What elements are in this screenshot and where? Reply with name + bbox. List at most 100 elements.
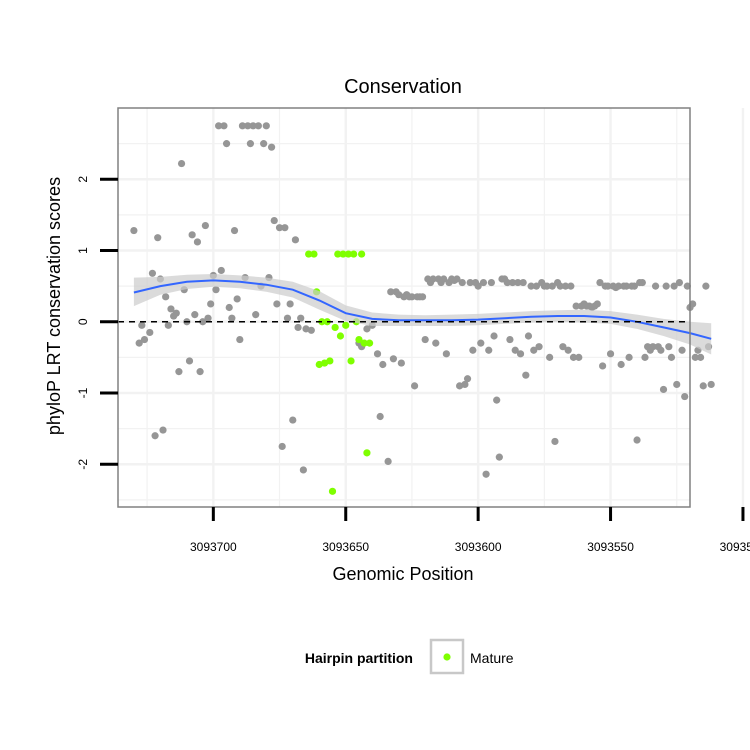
point-other	[199, 318, 207, 326]
point-other	[188, 231, 196, 239]
point-other	[196, 368, 204, 376]
point-other	[691, 353, 699, 361]
point-mature	[363, 449, 371, 457]
point-other	[130, 226, 138, 235]
point-other	[535, 343, 543, 351]
point-other	[458, 278, 466, 287]
point-other	[514, 278, 522, 287]
point-other	[172, 309, 180, 317]
point-other	[522, 371, 530, 379]
point-other	[408, 293, 416, 301]
point-mature	[334, 250, 342, 258]
point-other	[649, 343, 657, 351]
point-other	[281, 224, 289, 232]
point-other	[154, 234, 162, 242]
point-mature	[342, 321, 350, 329]
point-other	[387, 288, 395, 296]
point-other	[572, 302, 580, 310]
point-other	[702, 282, 710, 290]
point-other	[273, 300, 281, 308]
point-other	[453, 275, 461, 283]
point-other	[596, 278, 604, 287]
point-other	[463, 375, 472, 383]
point-other	[575, 353, 583, 361]
point-mature	[310, 250, 318, 258]
point-other	[289, 416, 297, 424]
point-other	[548, 282, 556, 290]
point-other	[175, 368, 183, 376]
point-other	[474, 282, 482, 290]
point-other	[567, 282, 575, 290]
point-other	[185, 357, 194, 365]
point-other	[519, 278, 527, 287]
x-axis-title: Genomic Position	[332, 564, 473, 584]
chart-title: Conservation	[344, 76, 462, 98]
point-other	[506, 335, 514, 344]
point-other	[593, 300, 601, 308]
point-other	[267, 143, 276, 151]
point-other	[681, 392, 689, 401]
point-other	[707, 380, 715, 389]
point-other	[278, 442, 286, 451]
point-other	[638, 278, 646, 287]
point-other	[244, 122, 252, 130]
point-other	[482, 470, 490, 478]
point-other	[254, 122, 262, 130]
point-other	[532, 282, 541, 290]
point-other	[469, 346, 477, 354]
x-tick-label: 3093700	[190, 540, 237, 554]
legend-mature-marker	[443, 653, 451, 661]
point-other	[220, 122, 228, 130]
point-mature	[360, 339, 368, 347]
point-other	[217, 266, 225, 275]
point-other	[379, 360, 387, 369]
point-other	[440, 275, 448, 283]
point-other	[162, 293, 170, 301]
point-other	[625, 353, 633, 361]
point-other	[421, 335, 429, 344]
point-other	[461, 380, 469, 389]
y-tick-label: -1	[76, 387, 90, 398]
point-other	[485, 346, 493, 354]
point-other	[673, 380, 681, 389]
point-other	[167, 305, 175, 313]
point-mature	[328, 487, 337, 495]
point-other	[233, 295, 241, 303]
point-other	[297, 314, 305, 322]
point-other	[238, 122, 247, 130]
point-other	[215, 122, 223, 130]
point-other	[659, 385, 668, 394]
legend-mature-label: Mature	[470, 650, 514, 666]
point-other	[699, 382, 707, 390]
x-tick-label: 3093550	[587, 540, 634, 554]
point-other	[657, 346, 665, 354]
point-other	[599, 362, 607, 370]
point-other	[225, 303, 233, 312]
point-other	[410, 382, 419, 390]
point-other	[493, 396, 501, 404]
point-other	[665, 343, 673, 351]
point-other	[511, 346, 519, 354]
point-other	[559, 343, 567, 351]
panel-border	[117, 107, 691, 508]
point-other	[389, 355, 398, 363]
point-other	[678, 346, 686, 354]
point-other	[477, 339, 485, 347]
point-other	[675, 278, 684, 287]
legend-key-box	[429, 638, 465, 675]
point-mature	[358, 250, 366, 258]
smooth-confidence-band	[133, 274, 712, 355]
point-other	[148, 269, 157, 277]
panel-background	[118, 108, 690, 507]
y-tick-label: 0	[76, 318, 90, 325]
point-other	[201, 221, 209, 230]
point-other	[270, 216, 278, 225]
smooth-line	[133, 279, 712, 340]
point-other	[606, 350, 615, 358]
point-other	[543, 282, 551, 290]
point-mature	[347, 357, 355, 365]
point-other	[164, 321, 172, 329]
point-other	[275, 224, 284, 232]
point-other	[307, 326, 315, 334]
